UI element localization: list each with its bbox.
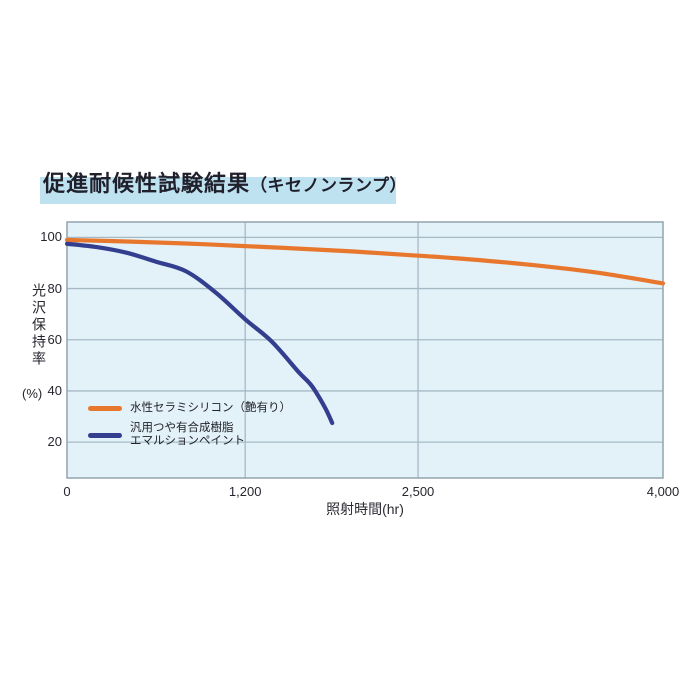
series-line-blue <box>64 241 335 426</box>
legend-swatch-blue <box>88 432 122 438</box>
page-title: 促進耐候性試験結果（キセノンランプ） <box>43 166 407 198</box>
legend-swatch-orange <box>88 406 122 411</box>
legend-item-blue: 汎用つや有合成樹脂 エマルションペイント <box>88 422 291 448</box>
legend-label-blue: 汎用つや有合成樹脂 エマルションペイント <box>130 422 245 447</box>
series-line-orange <box>64 237 666 286</box>
y-tick: 20 <box>47 434 62 450</box>
y-axis-unit: (%) <box>22 386 43 401</box>
y-tick: 40 <box>47 382 62 398</box>
x-tick: 4,000 <box>646 484 680 499</box>
y-axis-label: 光沢保持率 <box>31 283 47 368</box>
y-tick: 80 <box>47 280 62 296</box>
page-title-sub: （キセノンランプ） <box>250 176 408 195</box>
title-highlight-band <box>40 177 396 204</box>
page-title-main: 促進耐候性試験結果 <box>43 171 251 196</box>
x-tick: 2,500 <box>401 484 435 499</box>
x-tick: 0 <box>63 484 71 499</box>
legend-label-orange: 水性セラミシリコン（艶有り） <box>130 402 291 414</box>
y-tick: 100 <box>40 229 62 245</box>
chart-legend: 水性セラミシリコン（艶有り） 汎用つや有合成樹脂 エマルションペイント <box>88 402 291 448</box>
plot-border <box>66 221 664 479</box>
y-tick: 60 <box>47 331 62 347</box>
x-axis-label: 照射時間(hr) <box>326 501 404 517</box>
legend-item-orange: 水性セラミシリコン（艶有り） <box>88 402 291 415</box>
x-tick: 1,200 <box>228 484 262 499</box>
